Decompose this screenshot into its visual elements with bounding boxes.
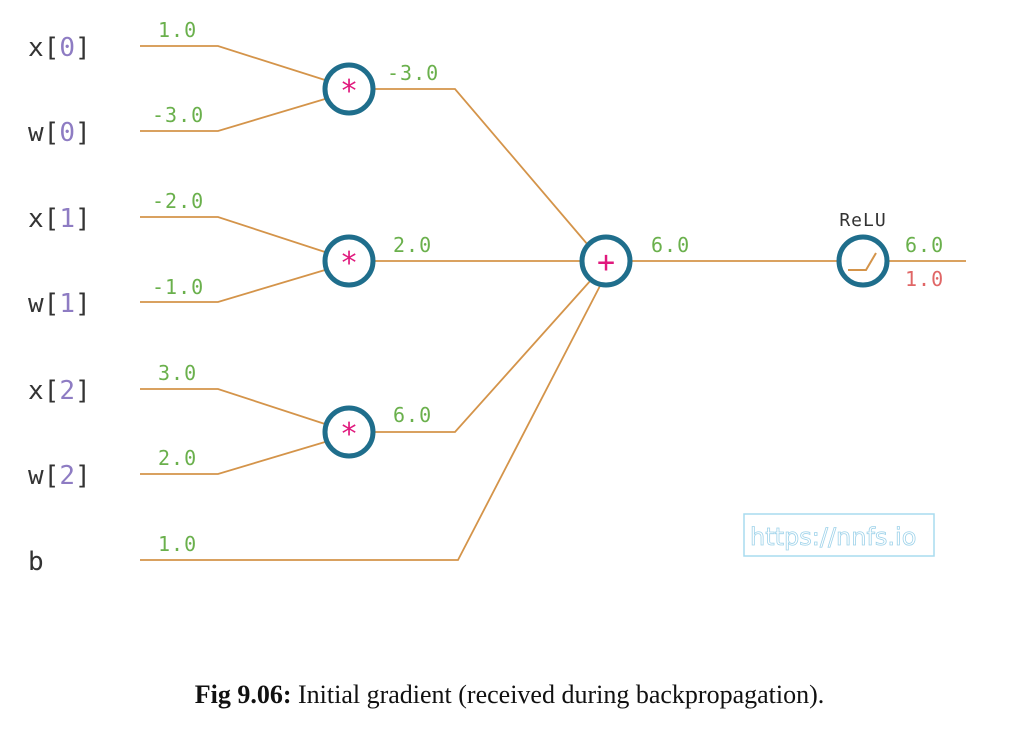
- figure-caption: Fig 9.06: Initial gradient (received dur…: [0, 680, 1019, 710]
- input-label-x1: x[1]: [28, 204, 91, 234]
- input-value-x2: 3.0: [158, 361, 197, 385]
- wires: [140, 45, 966, 561]
- wire-mul2-sum: [373, 279, 592, 433]
- relu-output: 6.0: [905, 233, 944, 257]
- input-label-b: b: [28, 547, 44, 577]
- multiply-node-1: *: [322, 234, 376, 288]
- wire-w0: [140, 98, 326, 132]
- multiply-output-1: 2.0: [393, 233, 432, 257]
- input-label-x0: x[0]: [28, 33, 91, 63]
- graph-canvas: x[0] w[0] x[1] w[1] x[2] w[2] b 1.0 -3.0…: [28, 18, 966, 577]
- multiply-operator: *: [340, 74, 358, 109]
- multiply-operator: *: [340, 246, 358, 281]
- wire-mul0-sum: [373, 88, 589, 246]
- sum-operator: +: [597, 245, 615, 280]
- input-value-x0: 1.0: [158, 18, 197, 42]
- input-value-x1: -2.0: [152, 189, 204, 213]
- input-label-x2: x[2]: [28, 376, 91, 406]
- input-labels: x[0] w[0] x[1] w[1] x[2] w[2] b: [28, 33, 91, 577]
- wire-x2: [140, 388, 326, 425]
- input-label-w1: w[1]: [28, 289, 91, 319]
- wire-x0: [140, 45, 326, 81]
- input-value-w1: -1.0: [152, 275, 204, 299]
- caption-text: Initial gradient (received during backpr…: [291, 680, 825, 709]
- wire-b-sum: [140, 283, 602, 561]
- wire-x1: [140, 216, 326, 253]
- watermark: https://nnfs.io: [743, 513, 935, 557]
- multiply-node-0: *: [322, 62, 376, 116]
- input-values: 1.0 -3.0 -2.0 -1.0 3.0 2.0 1.0: [152, 18, 204, 556]
- input-value-b: 1.0: [158, 532, 197, 556]
- multiply-output-2: 6.0: [393, 403, 432, 427]
- relu-gradient: 1.0: [905, 267, 944, 291]
- sum-node: +: [579, 234, 633, 288]
- multiply-node-2: *: [322, 405, 376, 459]
- sum-output: 6.0: [651, 233, 690, 257]
- input-label-w0: w[0]: [28, 118, 91, 148]
- relu-icon: [848, 252, 877, 271]
- wire-w2: [140, 441, 326, 475]
- multiply-operator: *: [340, 417, 358, 452]
- relu-node: [836, 234, 890, 288]
- multiply-output-0: -3.0: [387, 61, 439, 85]
- input-label-w2: w[2]: [28, 461, 91, 491]
- input-value-w2: 2.0: [158, 446, 197, 470]
- caption-label: Fig 9.06:: [194, 680, 292, 709]
- wire-w1: [140, 269, 326, 303]
- watermark-text: https://nnfs.io: [750, 523, 916, 551]
- relu-label: ReLU: [839, 210, 886, 231]
- input-value-w0: -3.0: [152, 103, 204, 127]
